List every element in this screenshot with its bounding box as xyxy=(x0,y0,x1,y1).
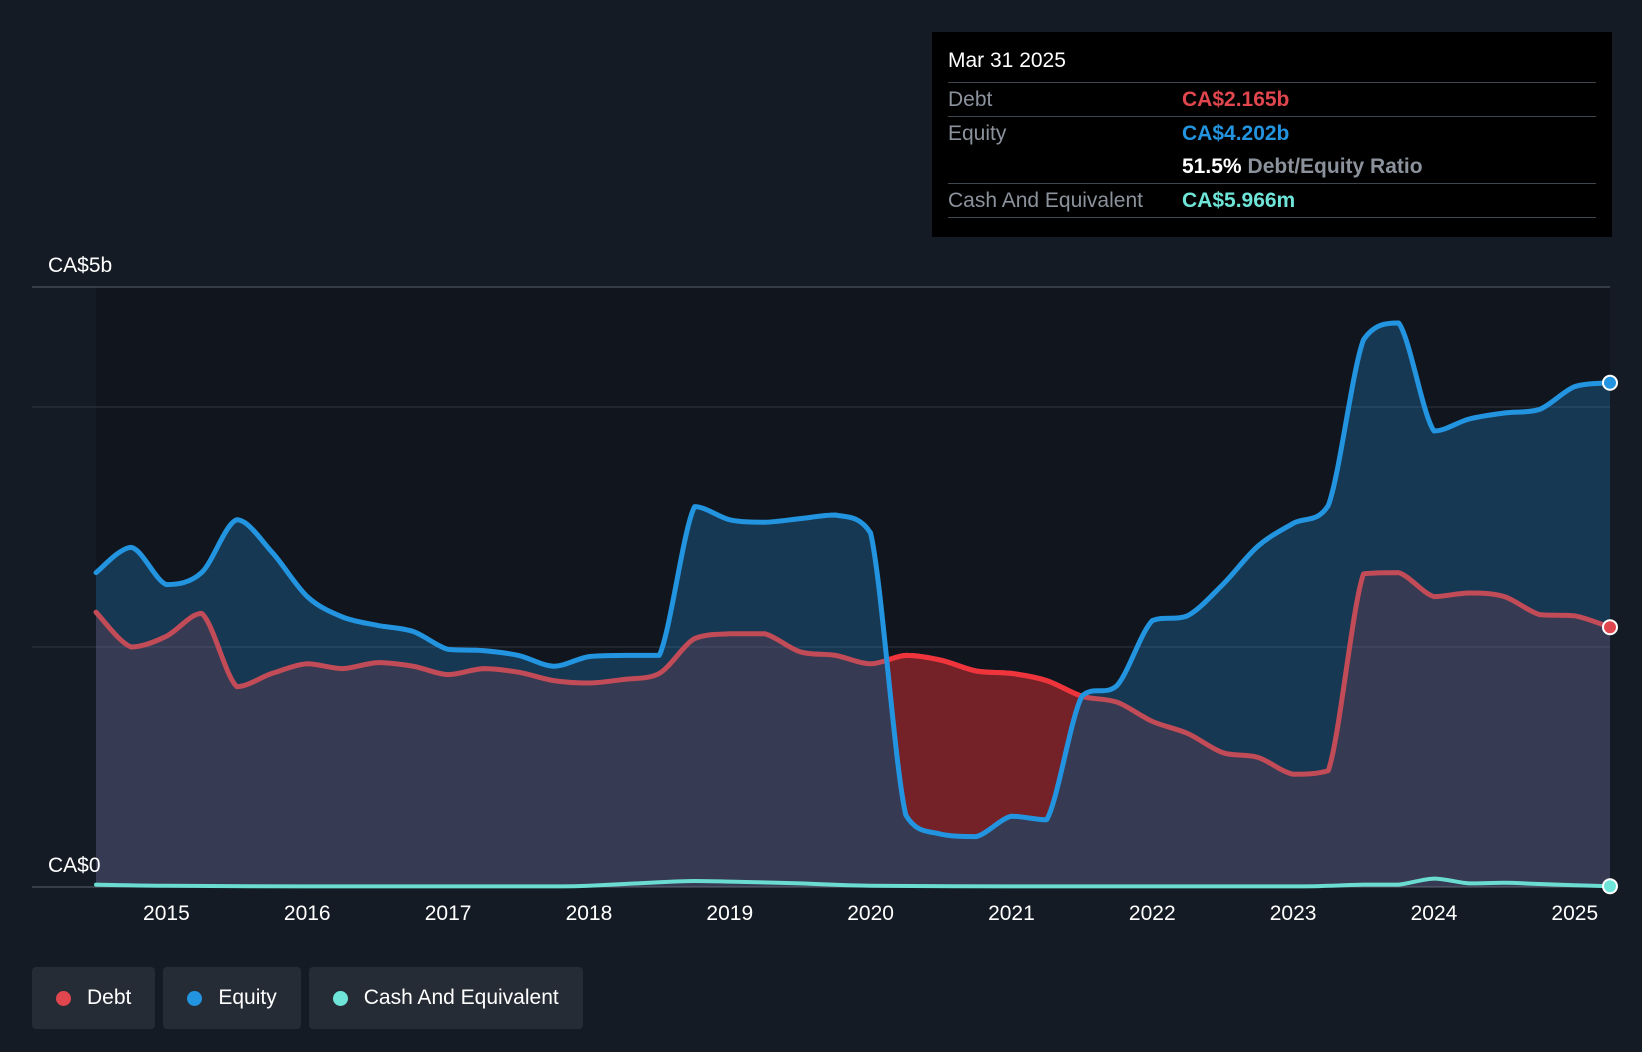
tooltip-row-equity: Equity CA$4.202b xyxy=(948,116,1596,150)
tooltip-panel: Mar 31 2025 Debt CA$2.165b Equity CA$4.2… xyxy=(932,32,1612,237)
equity-end-marker xyxy=(1602,374,1618,391)
x-tick-label: 2017 xyxy=(425,902,472,925)
legend-item-cash[interactable]: Cash And Equivalent xyxy=(308,967,583,1029)
legend: Debt Equity Cash And Equivalent xyxy=(32,967,583,1029)
tooltip-cash-label: Cash And Equivalent xyxy=(948,188,1143,212)
x-tick-label: 2025 xyxy=(1551,902,1598,925)
legend-equity-label: Equity xyxy=(218,986,277,1009)
series-lines xyxy=(93,320,1613,889)
tooltip-date: Mar 31 2025 xyxy=(948,49,1066,72)
legend-debt-label: Debt xyxy=(87,986,132,1009)
tooltip-ratio-label: Debt/Equity Ratio xyxy=(1247,154,1423,178)
tooltip-debt-label: Debt xyxy=(948,87,993,111)
x-tick-label: 2023 xyxy=(1270,902,1317,925)
x-tick-label: 2015 xyxy=(143,902,190,925)
x-tick-label: 2016 xyxy=(284,902,331,925)
tooltip-debt-value: CA$2.165b xyxy=(1182,87,1290,111)
cash-line xyxy=(94,876,1612,889)
debt-line xyxy=(93,570,1613,777)
equity-dot-icon xyxy=(187,990,203,1006)
tooltip-ratio-value: 51.5% xyxy=(1182,154,1242,178)
legend-item-debt[interactable]: Debt xyxy=(32,967,156,1029)
tooltip-cash-value: CA$5.966m xyxy=(1182,188,1296,212)
tooltip-row-debt: Debt CA$2.165b xyxy=(948,82,1596,116)
axes: CA$5b CA$0 2015 2016 2017 2018 2019 2020 2021 202… xyxy=(48,254,1598,925)
debt-area xyxy=(96,572,1610,887)
tooltip-row-ratio: 51.5% Debt/Equity Ratio xyxy=(948,150,1596,183)
cash-end-marker xyxy=(1602,878,1618,895)
legend-cash-label: Cash And Equivalent xyxy=(363,986,559,1009)
debt-dot-icon xyxy=(56,990,71,1006)
debt-end-marker xyxy=(1602,619,1618,636)
cash-dot-icon xyxy=(332,990,348,1006)
tooltip-equity-value: CA$4.202b xyxy=(1182,121,1290,145)
x-tick-label: 2020 xyxy=(847,902,894,925)
series-areas xyxy=(96,323,1610,887)
tooltip-row-cash: Cash And Equivalent CA$5.966m xyxy=(948,183,1596,218)
equity-area xyxy=(96,323,1610,887)
y-tick-label-bottom: CA$0 xyxy=(48,854,101,877)
x-tick-label: 2019 xyxy=(706,902,753,925)
x-tick-label: 2021 xyxy=(988,902,1035,925)
y-tick-label-top: CA$5b xyxy=(48,254,112,277)
equity-line xyxy=(93,320,1613,840)
x-tick-label: 2018 xyxy=(566,902,613,925)
legend-item-equity[interactable]: Equity xyxy=(163,967,301,1029)
x-tick-label: 2024 xyxy=(1411,902,1458,925)
x-tick-label: 2022 xyxy=(1129,902,1176,925)
series-end-markers xyxy=(1602,374,1618,895)
tooltip-equity-label: Equity xyxy=(948,121,1007,145)
